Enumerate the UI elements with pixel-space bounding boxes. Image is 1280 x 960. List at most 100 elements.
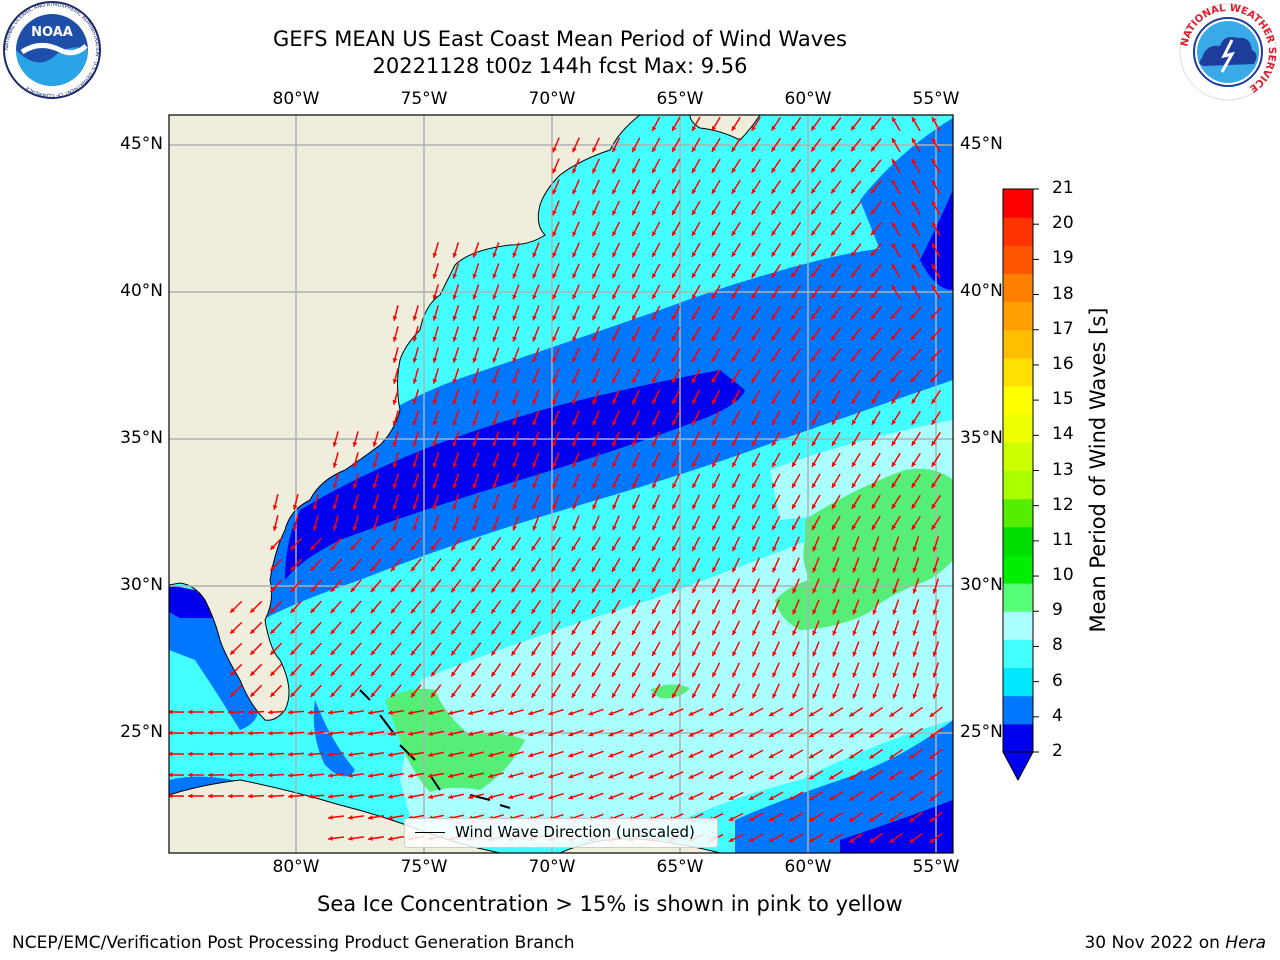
wind-wave-arrowhead — [672, 441, 677, 447]
wind-wave-arrowhead — [352, 462, 358, 468]
wind-wave-arrowhead — [472, 357, 478, 363]
wind-wave-arrowhead — [330, 629, 336, 634]
wind-wave-arrowhead — [692, 483, 697, 489]
wind-wave-arrowhead — [712, 504, 717, 510]
tick-label: 25°N — [960, 722, 1003, 742]
wind-wave-arrowhead — [551, 629, 557, 635]
wind-wave-arrowhead — [248, 793, 253, 799]
wind-wave-arrowhead — [432, 420, 438, 426]
wind-wave-arrowhead — [472, 441, 478, 447]
wind-wave-arrowhead — [388, 710, 393, 715]
wind-wave-arrowhead — [372, 462, 378, 468]
wind-wave-arrowhead — [910, 377, 916, 383]
wind-wave-arrowhead — [412, 399, 418, 405]
wind-wave-arrowhead — [672, 546, 677, 552]
wind-wave-arrowhead — [532, 252, 537, 258]
colorbar-cell — [1003, 245, 1033, 274]
wind-wave-arrowhead — [572, 525, 577, 531]
wind-wave-arrowhead — [752, 672, 757, 678]
wind-wave-arrowhead — [748, 795, 754, 800]
wind-wave-arrowhead — [408, 773, 413, 779]
wind-wave-arrowhead — [552, 525, 557, 531]
wind-wave-arrowhead — [692, 209, 697, 215]
wind-wave-arrowhead — [411, 629, 416, 635]
wind-wave-arrowhead — [911, 440, 917, 446]
wind-wave-arrowhead — [672, 420, 677, 426]
wind-wave-arrowhead — [712, 693, 717, 699]
wind-wave-arrowhead — [370, 650, 376, 656]
wind-wave-arrowhead — [869, 712, 875, 717]
wind-wave-arrowhead — [388, 752, 393, 757]
wind-wave-arrowhead — [652, 336, 657, 342]
wind-wave-arrowhead — [428, 794, 433, 800]
wind-wave-arrowhead — [471, 587, 476, 593]
wind-wave-arrowhead — [712, 672, 717, 678]
wind-wave-arrowhead — [732, 525, 737, 531]
wind-wave-arrowhead — [832, 588, 837, 594]
map-subtitle: 20221128 t00z 144h fcst Max: 9.56 — [372, 54, 748, 78]
wind-wave-arrowhead — [731, 335, 737, 341]
wind-wave-arrowhead — [831, 167, 836, 173]
wind-wave-arrowhead — [350, 587, 356, 593]
wind-wave-arrowhead — [310, 629, 316, 634]
wind-wave-arrowhead — [648, 711, 654, 716]
wind-wave-arrowhead — [432, 378, 438, 384]
wind-wave-arrowhead — [930, 314, 936, 319]
period-band-2-4-southeast — [735, 720, 953, 853]
wind-wave-arrowhead — [491, 587, 496, 593]
wind-wave-arrowhead — [532, 525, 537, 531]
wind-wave-arrowhead — [652, 147, 657, 153]
wind-wave-arrowhead — [732, 672, 737, 678]
wind-wave-arrowhead — [851, 314, 856, 320]
wind-wave-arrowhead — [632, 315, 637, 321]
wind-wave-arrowhead — [672, 588, 677, 594]
wind-wave-arrowhead — [591, 692, 597, 698]
colorbar-cell — [1003, 695, 1033, 725]
wind-wave-arrowhead — [870, 146, 876, 152]
wind-wave-arrowhead — [608, 711, 614, 716]
wind-wave-arrowhead — [731, 146, 737, 152]
wind-wave-arrowhead — [929, 733, 935, 738]
wind-wave-arrowhead — [592, 378, 597, 384]
wind-wave-arrowhead — [849, 711, 855, 717]
wind-wave-arrowhead — [350, 608, 356, 614]
wind-wave-arrowhead — [532, 273, 537, 279]
wind-wave-arrowhead — [748, 711, 754, 716]
wind-wave-arrowhead — [752, 483, 757, 489]
wind-wave-arrowhead — [909, 796, 915, 801]
wind-wave-arrowhead — [308, 709, 313, 715]
wind-wave-arrowhead — [468, 773, 474, 779]
wind-wave-arrowhead — [792, 546, 797, 552]
wind-wave-arrowhead — [272, 504, 278, 510]
wind-wave-arrowhead — [348, 710, 353, 715]
wind-wave-arrowhead — [512, 399, 517, 405]
wind-wave-arrowhead — [452, 462, 458, 468]
wind-wave-arrowhead — [632, 692, 637, 698]
wind-wave-arrowhead — [330, 587, 336, 592]
wind-wave-arrowhead — [592, 357, 597, 363]
wind-wave-arrowhead — [592, 315, 597, 321]
wind-wave-arrowhead — [930, 335, 936, 340]
wind-wave-arrowhead — [870, 167, 876, 173]
wind-wave-arrowhead — [792, 420, 797, 426]
wind-wave-arrowhead — [912, 546, 918, 552]
wind-wave-arrowhead — [789, 774, 795, 779]
wind-wave-arrowhead — [909, 733, 915, 738]
wind-wave-arrowhead — [348, 815, 353, 820]
wind-wave-arrowhead — [672, 609, 677, 615]
wind-wave-arrowhead — [872, 609, 878, 615]
wind-wave-arrowhead — [611, 692, 617, 698]
wind-wave-arrowhead — [432, 462, 438, 468]
wind-wave-arrowhead — [811, 377, 816, 383]
wind-wave-arrowhead — [892, 138, 897, 144]
wind-wave-arrowhead — [932, 117, 937, 123]
wind-wave-arrowhead — [752, 546, 757, 552]
wind-wave-arrowhead — [712, 546, 717, 552]
wind-wave-arrowhead — [870, 251, 876, 257]
wind-wave-arrowhead — [851, 503, 857, 509]
wind-wave-arrowhead — [809, 774, 815, 780]
wind-wave-arrowhead — [909, 838, 915, 843]
wind-wave-arrowhead — [592, 336, 597, 342]
wind-wave-arrowhead — [772, 651, 777, 657]
wind-wave-arrowhead — [412, 525, 418, 531]
